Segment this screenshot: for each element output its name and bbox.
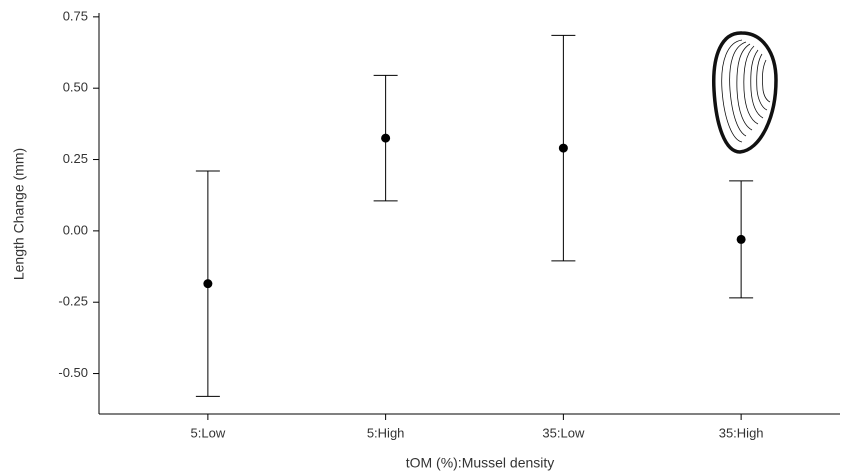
x-tick-label: 5:High <box>367 425 405 440</box>
y-tick-label: 0.75 <box>63 8 88 23</box>
y-tick-label: 0.25 <box>63 151 88 166</box>
y-tick-label: -0.50 <box>58 365 88 380</box>
y-tick-label: 0.00 <box>63 222 88 237</box>
point <box>558 143 568 153</box>
x-tick-label: 5:Low <box>191 425 226 440</box>
point <box>203 279 213 289</box>
x-tick-label: 35:Low <box>542 425 585 440</box>
point <box>381 133 391 143</box>
y-tick-label: 0.50 <box>63 80 88 95</box>
x-axis-title: tOM (%):Mussel density <box>406 455 555 471</box>
x-tick-label: 35:High <box>719 425 764 440</box>
point <box>736 234 746 244</box>
y-axis-title: Length Change (mm) <box>11 148 27 280</box>
mussel-illustration <box>712 31 778 154</box>
y-tick-label: -0.25 <box>58 294 88 309</box>
